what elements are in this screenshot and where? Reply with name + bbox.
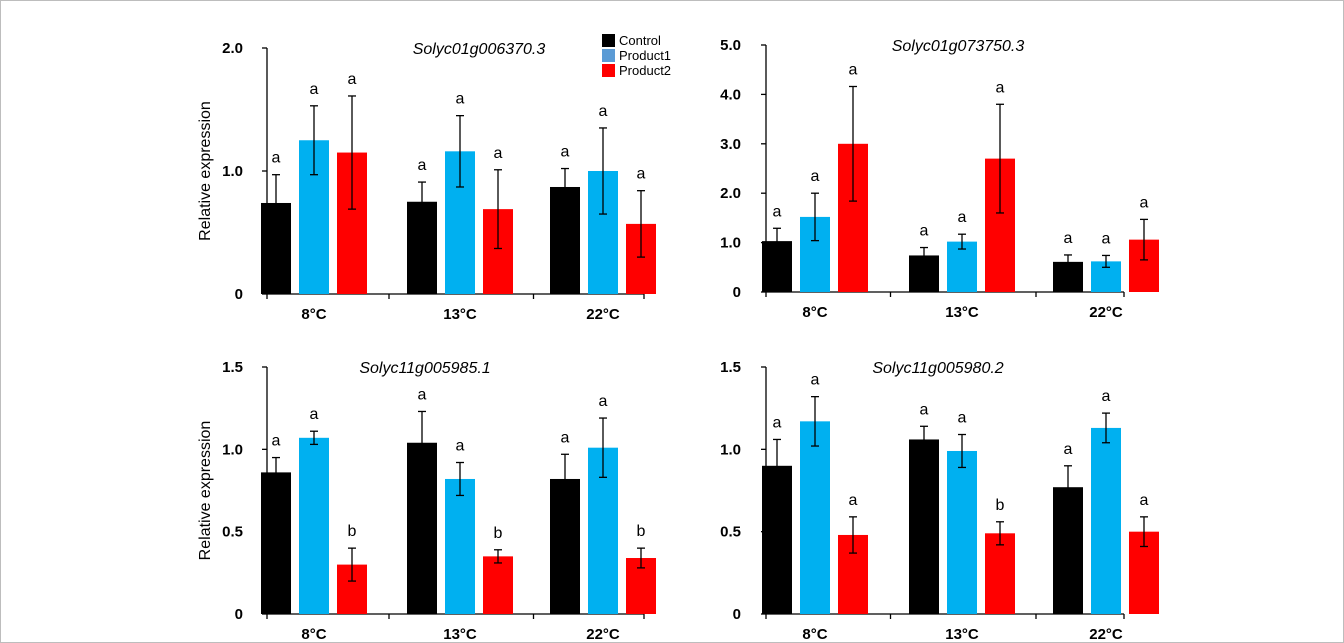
x-tick-label: 13°C bbox=[443, 306, 477, 323]
significance-label: a bbox=[958, 209, 967, 226]
chart-title: Solyc11g005980.2 bbox=[872, 360, 1003, 377]
legend-label: Product2 bbox=[619, 63, 671, 78]
significance-label: a bbox=[811, 372, 820, 389]
y-tick-label: 1.5 bbox=[222, 359, 243, 376]
bar-product1 bbox=[1091, 427, 1121, 614]
x-tick-label: 8°C bbox=[802, 626, 827, 643]
significance-label: a bbox=[1140, 194, 1149, 211]
significance-label: a bbox=[418, 157, 427, 174]
significance-label: a bbox=[599, 393, 608, 410]
y-tick-label: 2.0 bbox=[222, 40, 243, 57]
bar-product1 bbox=[299, 437, 329, 614]
chart-panel-3: Solyc11g005985.1 Relative expression 0 0.5 1… bbox=[197, 359, 656, 643]
significance-label: a bbox=[348, 71, 357, 88]
x-tick-label: 13°C bbox=[945, 626, 979, 643]
x-tick-label: 13°C bbox=[443, 626, 477, 643]
x-tick-label: 8°C bbox=[301, 626, 326, 643]
significance-label: a bbox=[1064, 441, 1073, 458]
y-tick-label: 4.0 bbox=[720, 86, 741, 103]
significance-label: b bbox=[494, 525, 503, 542]
significance-label: a bbox=[1140, 492, 1149, 509]
significance-label: a bbox=[561, 429, 570, 446]
significance-label: a bbox=[561, 144, 570, 161]
chart-panel-2: Solyc01g073750.3 0 1.0 2.0 3.0 4.0 5.0 8°C 13°C 2… bbox=[720, 37, 1159, 321]
x-tick-label: 22°C bbox=[586, 306, 620, 323]
significance-label: a bbox=[773, 414, 782, 431]
chart-panel-1: Solyc01g006370.3 Relative expression 0 1.0 2… bbox=[197, 40, 656, 323]
significance-label: a bbox=[418, 386, 427, 403]
y-tick-label: 1.0 bbox=[222, 441, 243, 458]
x-tick-label: 8°C bbox=[301, 306, 326, 323]
legend-swatch bbox=[602, 64, 615, 77]
y-tick-label: 0 bbox=[733, 284, 741, 301]
bar-product1 bbox=[947, 241, 977, 292]
significance-label: a bbox=[849, 492, 858, 509]
bar-product2 bbox=[483, 556, 513, 614]
significance-label: a bbox=[310, 406, 319, 423]
y-tick-label: 1.0 bbox=[720, 441, 741, 458]
significance-label: a bbox=[494, 145, 503, 162]
significance-label: a bbox=[849, 61, 858, 78]
significance-label: a bbox=[773, 203, 782, 220]
y-axis-label: Relative expression bbox=[197, 421, 214, 561]
y-tick-label: 0 bbox=[235, 606, 243, 623]
significance-label: a bbox=[958, 410, 967, 427]
significance-label: a bbox=[920, 223, 929, 240]
y-tick-label: 5.0 bbox=[720, 37, 741, 54]
significance-label: a bbox=[811, 168, 820, 185]
y-tick-label: 0.5 bbox=[222, 524, 243, 541]
significance-label: a bbox=[456, 91, 465, 108]
significance-label: a bbox=[996, 79, 1005, 96]
y-tick-label: 1.0 bbox=[222, 163, 243, 180]
y-tick-label: 2.0 bbox=[720, 185, 741, 202]
chart-panel-4: Solyc11g005980.2 0 0.5 1.0 1.5 8°C 13°C 22°C a a a… bbox=[720, 359, 1159, 643]
y-tick-label: 1.5 bbox=[720, 359, 741, 376]
y-axis-label: Relative expression bbox=[197, 101, 214, 241]
x-tick-label: 22°C bbox=[1089, 304, 1123, 321]
x-tick-label: 22°C bbox=[586, 626, 620, 643]
significance-label: a bbox=[1102, 388, 1111, 405]
bar-control bbox=[261, 472, 291, 614]
legend-swatch bbox=[602, 49, 615, 62]
bar-product1 bbox=[445, 478, 475, 614]
significance-label: a bbox=[637, 166, 646, 183]
y-tick-label: 0 bbox=[733, 606, 741, 623]
legend-label: Product1 bbox=[619, 48, 671, 63]
significance-label: a bbox=[920, 401, 929, 418]
legend-label: Control bbox=[619, 33, 661, 48]
bar-control bbox=[909, 439, 939, 614]
chart-title: Solyc11g005985.1 bbox=[359, 360, 490, 377]
legend-swatch bbox=[602, 34, 615, 47]
significance-label: b bbox=[348, 523, 357, 540]
bar-product1 bbox=[800, 421, 830, 614]
significance-label: a bbox=[599, 103, 608, 120]
chart-title: Solyc01g073750.3 bbox=[892, 38, 1025, 55]
x-tick-label: 22°C bbox=[1089, 626, 1123, 643]
significance-label: a bbox=[272, 433, 281, 450]
significance-label: a bbox=[310, 81, 319, 98]
significance-label: b bbox=[996, 497, 1005, 514]
x-tick-label: 13°C bbox=[945, 304, 979, 321]
y-tick-label: 0.5 bbox=[720, 524, 741, 541]
y-tick-label: 3.0 bbox=[720, 136, 741, 153]
significance-label: a bbox=[1064, 230, 1073, 247]
significance-label: a bbox=[1102, 230, 1111, 247]
significance-label: a bbox=[456, 438, 465, 455]
y-tick-label: 1.0 bbox=[720, 235, 741, 252]
bar-product1 bbox=[947, 450, 977, 614]
bar-product2 bbox=[985, 533, 1015, 614]
significance-label: a bbox=[272, 150, 281, 167]
x-tick-label: 8°C bbox=[802, 304, 827, 321]
y-tick-label: 0 bbox=[235, 286, 243, 303]
significance-label: b bbox=[637, 523, 646, 540]
chart-title: Solyc01g006370.3 bbox=[413, 41, 546, 58]
